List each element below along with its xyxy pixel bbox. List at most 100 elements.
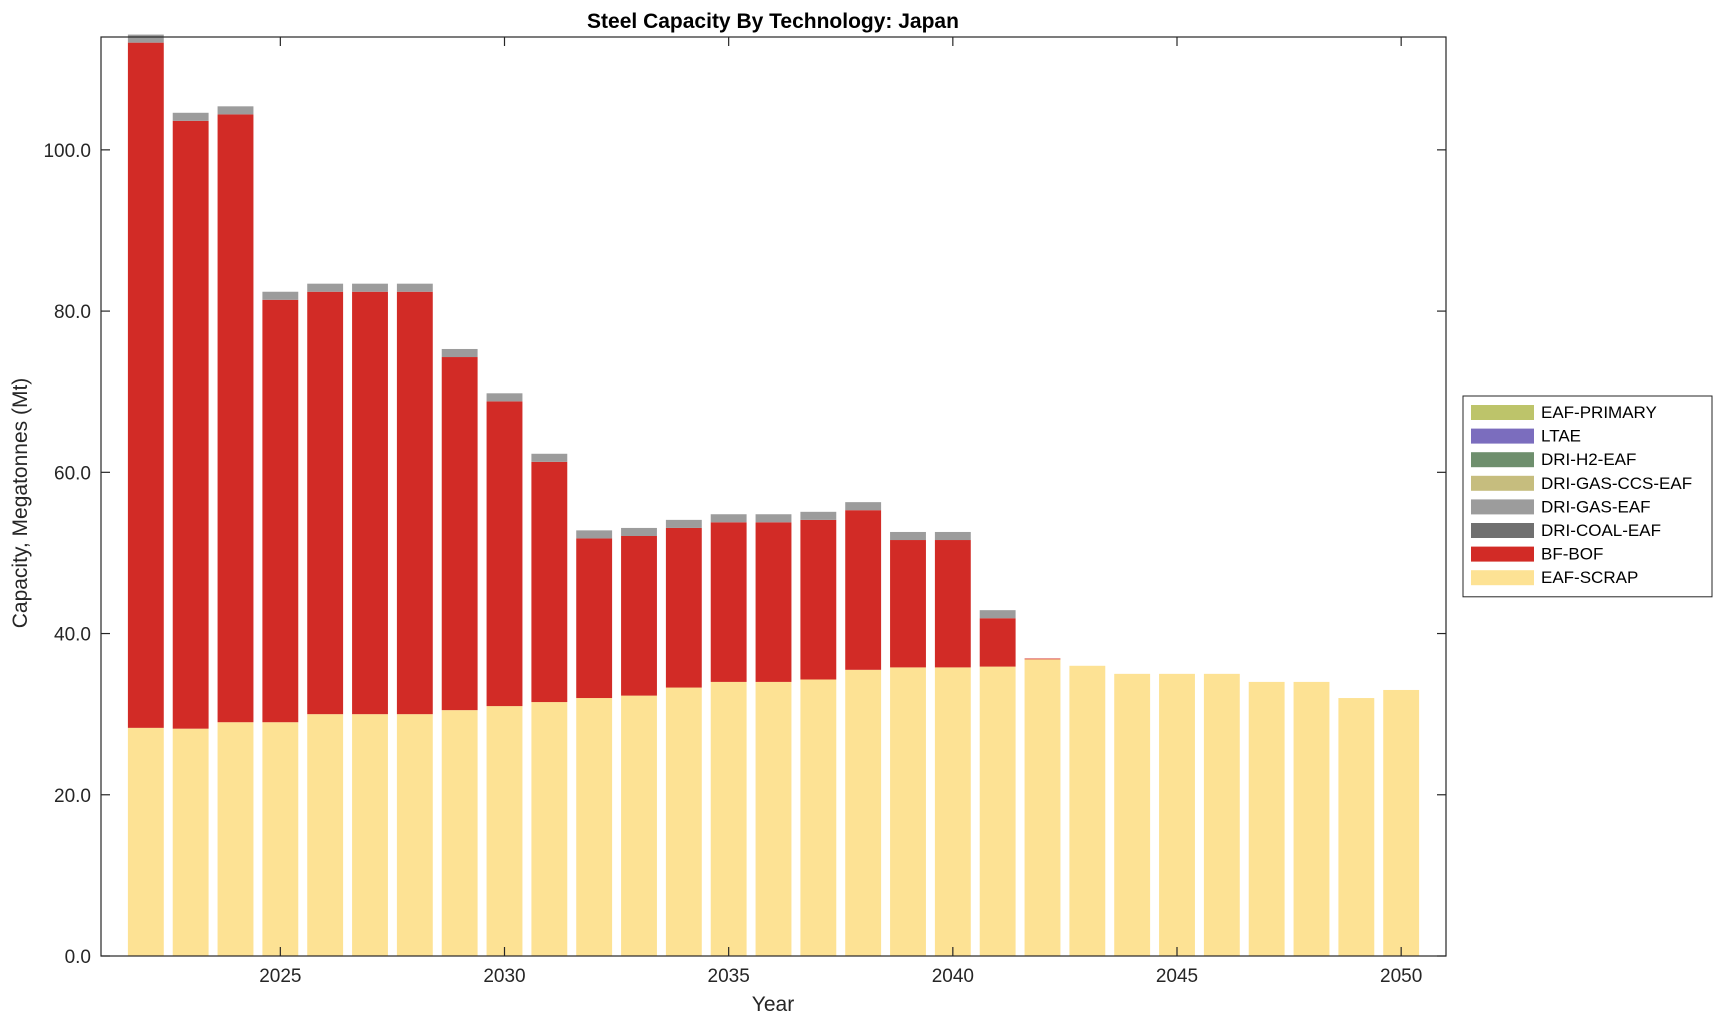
- bar-bf-bof-2026: [307, 291, 344, 715]
- bar-eaf-scrap-2037: [800, 679, 837, 956]
- bar-eaf-scrap-2044: [1114, 673, 1151, 956]
- bar-eaf-scrap-2048: [1293, 681, 1330, 956]
- bar-eaf-scrap-2031: [531, 702, 568, 956]
- legend-swatch-dri-gas-eaf: [1471, 499, 1534, 515]
- bar-bf-bof-2037: [800, 519, 837, 680]
- bar-dri-gas-eaf-2023: [172, 112, 209, 121]
- y-tick-label: 100.0: [43, 141, 91, 162]
- legend-swatch-ltae: [1471, 428, 1534, 444]
- bar-eaf-scrap-2039: [890, 667, 926, 956]
- bar-dri-gas-eaf-2041: [979, 610, 1016, 619]
- bar-eaf-scrap-2043: [1069, 665, 1106, 956]
- y-tick-label: 0.0: [65, 947, 91, 968]
- legend-swatch-bf-bof: [1471, 546, 1534, 562]
- bar-bf-bof-2027: [352, 291, 388, 715]
- bar-eaf-scrap-2036: [755, 681, 792, 956]
- legend-box: [1462, 395, 1713, 598]
- bar-eaf-scrap-2030: [486, 706, 523, 956]
- bar-bf-bof-2034: [665, 527, 702, 688]
- bar-dri-gas-eaf-2040: [934, 531, 971, 541]
- bar-eaf-scrap-2027: [352, 714, 388, 956]
- bar-bf-bof-2022: [127, 42, 164, 728]
- bar-dri-gas-eaf-2037: [800, 511, 837, 520]
- bar-dri-gas-eaf-2028: [396, 283, 433, 292]
- bar-bf-bof-2024: [217, 114, 254, 723]
- x-tick-label: 2045: [1156, 966, 1198, 987]
- bar-bf-bof-2023: [172, 120, 209, 729]
- bar-eaf-scrap-2034: [665, 687, 702, 956]
- bar-dri-gas-eaf-2038: [845, 502, 882, 511]
- x-tick-label: 2030: [483, 966, 525, 987]
- legend-label-dri-gas-ccs-eaf: DRI-GAS-CCS-EAF: [1541, 474, 1692, 493]
- legend: EAF-PRIMARY LTAE DRI-H2-EAF DRI-GAS-CCS-EAF…: [1462, 395, 1713, 598]
- plot-frame: [100, 36, 1447, 957]
- bar-bf-bof-2033: [621, 536, 657, 696]
- bar-eaf-scrap-2028: [396, 714, 433, 956]
- legend-label-eaf-primary: EAF-PRIMARY: [1541, 403, 1657, 422]
- bar-eaf-scrap-2041: [979, 666, 1016, 956]
- bar-bf-bof-2029: [441, 357, 478, 711]
- bar-eaf-scrap-2047: [1248, 681, 1285, 956]
- y-tick-label: 40.0: [54, 625, 91, 646]
- x-tick-label: 2035: [708, 966, 750, 987]
- bar-bf-bof-2036: [755, 522, 792, 682]
- bar-bf-bof-2040: [934, 540, 971, 668]
- bar-eaf-scrap-2023: [172, 728, 209, 956]
- bar-bf-bof-2032: [576, 538, 613, 699]
- bar-eaf-scrap-2033: [621, 695, 657, 956]
- y-tick-label: 80.0: [54, 302, 91, 323]
- bar-bf-bof-2030: [486, 401, 523, 707]
- legend-swatch-dri-coal-eaf: [1471, 523, 1534, 538]
- bar-eaf-scrap-2032: [576, 698, 613, 956]
- bar-eaf-scrap-2040: [934, 667, 971, 956]
- x-axis-title: Year: [752, 993, 794, 1016]
- legend-label-dri-coal-eaf: DRI-COAL-EAF: [1541, 521, 1661, 540]
- bar-dri-gas-eaf-2030: [486, 393, 523, 402]
- bar-bf-bof-2039: [890, 540, 926, 668]
- bar-eaf-scrap-2045: [1159, 673, 1195, 956]
- bar-dri-gas-eaf-2025: [262, 291, 299, 300]
- legend-label-ltae: LTAE: [1541, 427, 1581, 446]
- bar-bf-bof-2041: [979, 618, 1016, 667]
- bar-dri-gas-eaf-2027: [352, 283, 388, 292]
- bar-eaf-scrap-2035: [710, 681, 747, 956]
- legend-swatch-dri-gas-ccs-eaf: [1471, 475, 1534, 491]
- bar-dri-gas-eaf-2036: [755, 514, 792, 523]
- bars-layer: [127, 34, 1420, 956]
- bar-dri-gas-eaf-2032: [576, 530, 613, 539]
- y-axis-title: Capacity, Megatonnes (Mt): [9, 378, 32, 629]
- bar-eaf-scrap-2025: [262, 722, 299, 956]
- bar-bf-bof-2028: [396, 291, 433, 715]
- legend-label-dri-gas-eaf: DRI-GAS-EAF: [1541, 497, 1651, 516]
- axes-layer: 2025 2030 2035 2040 2045 2050 0.0 20.0 40.0 60.0 8…: [43, 36, 1447, 987]
- bar-eaf-scrap-2024: [217, 722, 254, 956]
- bar-dri-gas-eaf-2031: [531, 453, 568, 462]
- bar-dri-gas-eaf-2022: [127, 34, 164, 43]
- bar-dri-gas-eaf-2026: [307, 283, 344, 292]
- legend-label-eaf-scrap: EAF-SCRAP: [1541, 568, 1638, 587]
- bar-dri-gas-eaf-2035: [710, 514, 747, 523]
- bar-dri-gas-eaf-2024: [217, 106, 254, 115]
- chart-title: Steel Capacity By Technology: Japan: [587, 10, 959, 33]
- bar-eaf-scrap-2029: [441, 710, 478, 956]
- legend-swatch-dri-h2-eaf: [1471, 452, 1534, 468]
- bar-bf-bof-2031: [531, 461, 568, 703]
- y-tick-label: 20.0: [54, 786, 91, 807]
- y-tick-label: 60.0: [54, 463, 91, 484]
- bar-dri-gas-eaf-2039: [890, 531, 926, 541]
- bar-bf-bof-2042: [1024, 658, 1061, 660]
- bar-bf-bof-2038: [845, 510, 882, 670]
- bar-bf-bof-2035: [710, 522, 747, 682]
- legend-label-dri-h2-eaf: DRI-H2-EAF: [1541, 450, 1636, 469]
- bar-dri-gas-eaf-2029: [441, 348, 478, 358]
- x-tick-label: 2025: [259, 966, 301, 987]
- bar-eaf-scrap-2042: [1024, 659, 1061, 956]
- bar-dri-gas-eaf-2034: [665, 519, 702, 528]
- bar-dri-gas-eaf-2033: [621, 527, 657, 536]
- bar-eaf-scrap-2038: [845, 669, 882, 956]
- legend-swatch-eaf-scrap: [1471, 570, 1534, 586]
- bar-eaf-scrap-2046: [1203, 673, 1240, 956]
- x-tick-label: 2040: [932, 966, 974, 987]
- legend-label-bf-bof: BF-BOF: [1541, 545, 1603, 564]
